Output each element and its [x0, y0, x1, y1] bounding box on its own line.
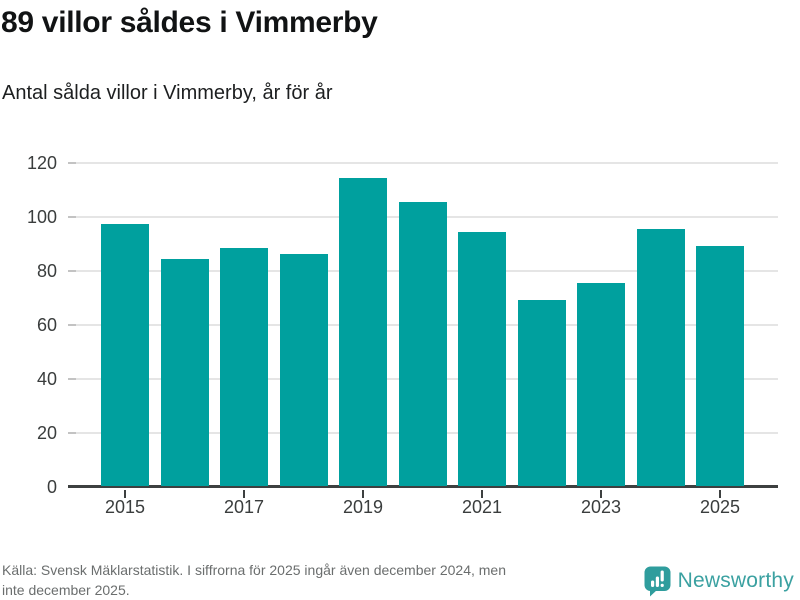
newsworthy-logo-icon — [644, 566, 671, 596]
bar-2024 — [636, 229, 685, 486]
newsworthy-wordmark: Newsworthy — [677, 569, 794, 592]
bar-2022 — [517, 300, 566, 486]
x-tick-2017 — [243, 490, 245, 498]
bar-2025 — [696, 246, 744, 486]
x-tick-label-2023: 2023 — [580, 497, 622, 517]
y-tick-label-100: 100 — [26, 207, 57, 227]
x-tick-2019 — [362, 490, 364, 498]
bar-2020 — [398, 202, 447, 486]
source-note-line1: Källa: Svensk Mäklarstatistik. I siffror… — [2, 562, 506, 578]
chart-subtitle: Antal sålda villor i Vimmerby, år för år — [2, 82, 333, 104]
bar-2021 — [458, 232, 506, 486]
x-tick-label-2025: 2025 — [699, 497, 741, 517]
y-tick-label-0: 0 — [46, 477, 57, 497]
y-tick-label-20: 20 — [36, 423, 57, 443]
x-tick-label-2015: 2015 — [104, 497, 146, 517]
x-tick-label-2017: 2017 — [223, 497, 265, 517]
x-tick-label-2021: 2021 — [461, 497, 503, 517]
bar-2019 — [339, 178, 387, 486]
bar-2015 — [101, 224, 149, 486]
source-note-line2: inte december 2025. — [2, 582, 130, 598]
x-tick-2023 — [600, 490, 602, 498]
x-tick-2021 — [481, 490, 483, 498]
x-tick-2015 — [124, 490, 126, 498]
bar-2023 — [577, 283, 625, 486]
plot-area — [68, 162, 778, 488]
y-tick-label-40: 40 — [36, 369, 57, 389]
chart-title: 89 villor såldes i Vimmerby — [1, 6, 378, 39]
x-tick-label-2019: 2019 — [342, 497, 384, 517]
y-tick-label-60: 60 — [36, 315, 57, 335]
x-axis-line — [68, 485, 778, 488]
gridline-120 — [68, 162, 778, 164]
bar-2018 — [279, 254, 328, 486]
bar-2017 — [220, 248, 268, 486]
y-tick-label-120: 120 — [26, 153, 57, 173]
newsworthy-logo: Newsworthy — [644, 565, 794, 597]
bar-2016 — [160, 259, 209, 486]
y-tick-label-80: 80 — [36, 261, 57, 281]
x-tick-2025 — [719, 490, 721, 498]
